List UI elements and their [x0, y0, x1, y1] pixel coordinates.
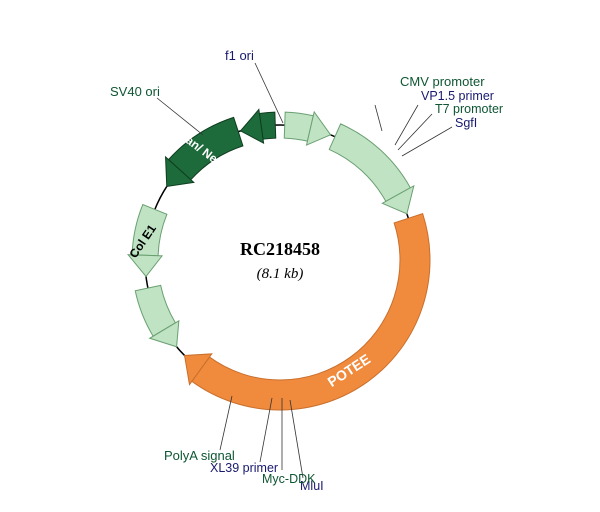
marker-leader: [290, 400, 303, 478]
marker-label-vp1-5-primer: VP1.5 primer: [421, 89, 494, 103]
leader-line: [375, 105, 382, 131]
feature-outer-label: f1 ori: [225, 48, 254, 63]
feature-cmv-promoter: [329, 124, 414, 214]
leader-line: [157, 98, 203, 135]
plasmid-size: (8.1 kb): [257, 266, 304, 282]
leader-line: [220, 396, 232, 450]
feature-f1-ori: [284, 112, 330, 145]
marker-leader: [402, 127, 452, 156]
feature-polya-signal: [135, 285, 179, 346]
marker-leader: [398, 114, 432, 150]
plasmid-name: RC218458: [240, 239, 320, 259]
marker-label-xl39-primer: XL39 primer: [210, 461, 278, 475]
feature-outer-label: SV40 ori: [110, 84, 160, 99]
marker-label-sgfi: SgfI: [455, 116, 477, 130]
feature-outer-label: CMV promoter: [400, 74, 485, 89]
feature-sv40-ori: [241, 109, 276, 143]
marker-leader: [395, 105, 418, 145]
marker-label-t7-promoter: T7 promoter: [435, 102, 503, 116]
